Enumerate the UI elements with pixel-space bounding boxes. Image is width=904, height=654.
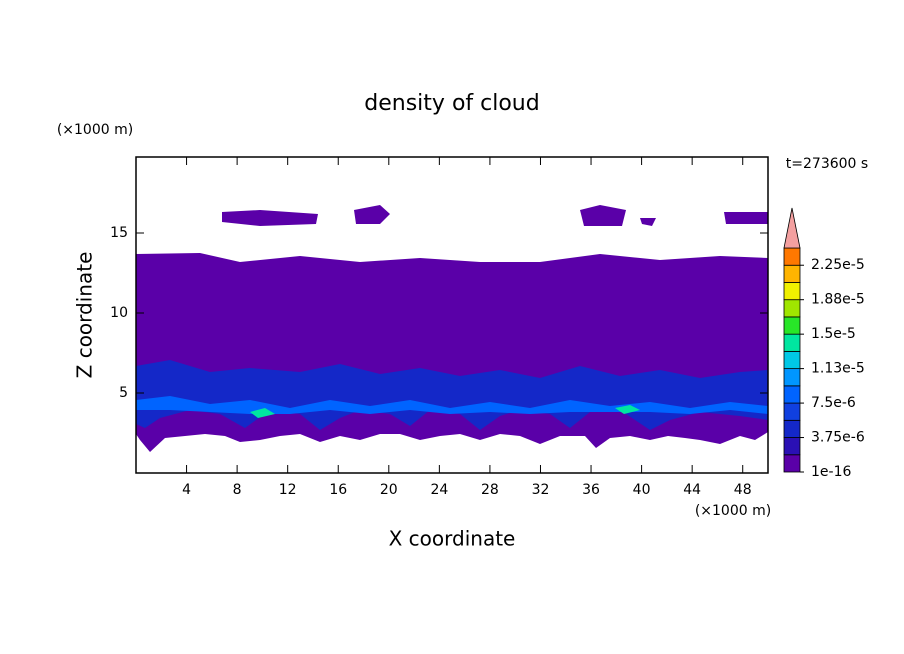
colorbar-band [783, 419, 801, 438]
colorbar-tick-label: 3.75e-6 [811, 430, 865, 446]
x-tick-label: 24 [430, 482, 448, 498]
colorbar-band [783, 454, 801, 473]
x-axis-label: X coordinate [389, 527, 516, 551]
colorbar-tick-label: 1.5e-5 [811, 326, 856, 342]
x-tick-label: 48 [734, 482, 752, 498]
y-tick-label: 15 [110, 225, 128, 241]
contour-region [136, 253, 768, 452]
x-tick-label: 20 [380, 482, 398, 498]
x-tick-label: 40 [633, 482, 651, 498]
x-tick-label: 32 [532, 482, 550, 498]
colorbar-tick-label: 7.5e-6 [811, 395, 856, 411]
contour-field [136, 205, 768, 452]
x-tick-label: 8 [233, 482, 242, 498]
chart-title: density of cloud [364, 91, 539, 116]
colorbar-band [783, 333, 801, 352]
x-tick-label: 28 [481, 482, 499, 498]
colorbar-band [783, 437, 801, 456]
colorbar-extend [783, 207, 801, 249]
y-axis-label: Z coordinate [73, 252, 97, 379]
x-tick-label: 36 [582, 482, 600, 498]
contour-region [222, 205, 768, 226]
plot-frame [135, 156, 769, 474]
y-unit: (×1000 m) [57, 122, 133, 138]
time-label: t=273600 s [786, 156, 868, 172]
colorbar-band [783, 368, 801, 387]
x-tick-label: 16 [329, 482, 347, 498]
y-tick-label: 10 [110, 305, 128, 321]
x-tick-label: 12 [279, 482, 297, 498]
colorbar-band [783, 264, 801, 283]
y-tick-label: 5 [119, 385, 128, 401]
contour-region [136, 396, 768, 414]
colorbar-tick-label: 1e-16 [811, 464, 851, 480]
colorbar-band [783, 247, 801, 266]
colorbar-band [783, 350, 801, 370]
colorbar-tick-label: 1.88e-5 [811, 292, 865, 308]
colorbar-band [783, 316, 801, 335]
x-unit: (×1000 m) [695, 503, 771, 519]
colorbar-tick-label: 1.13e-5 [811, 361, 865, 377]
colorbar-tick-label: 2.25e-5 [811, 257, 865, 273]
colorbar-band [783, 385, 801, 404]
colorbar-band [783, 282, 801, 301]
colorbar-band [783, 402, 801, 421]
x-tick-label: 4 [182, 482, 191, 498]
colorbar-band [783, 299, 801, 318]
x-tick-label: 44 [683, 482, 701, 498]
